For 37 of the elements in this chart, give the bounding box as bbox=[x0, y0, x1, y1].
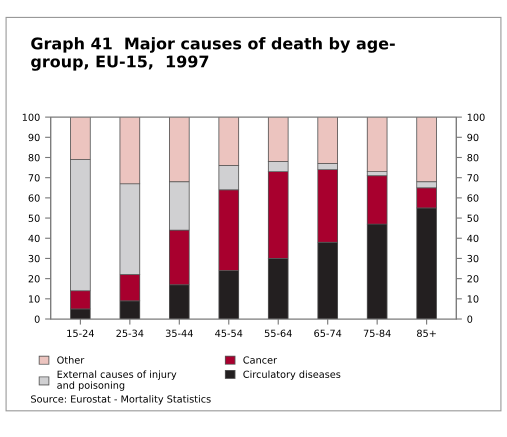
y-tick-label: 80 bbox=[28, 154, 40, 162]
x-tick-label: 25-34 bbox=[116, 330, 144, 337]
y2-tick-label: 50 bbox=[467, 214, 478, 222]
legend-label: Circulatory diseases bbox=[243, 370, 340, 380]
bar bbox=[366, 117, 388, 172]
y2-tick-label: 10 bbox=[468, 295, 478, 303]
y-tick-label: 70 bbox=[28, 174, 40, 182]
chart-title: Graph 41 Major causes of death by age- group, EU-15, 1997 bbox=[31, 37, 395, 71]
x-tick-label: 75-84 bbox=[364, 330, 391, 337]
x-tick-label: 15-24 bbox=[67, 330, 94, 337]
x-tick-label: 55-64 bbox=[264, 330, 292, 337]
legend-label: Cancer bbox=[243, 356, 278, 364]
y-tick-label: 90 bbox=[28, 134, 40, 142]
y-tick-label: 10 bbox=[28, 295, 40, 303]
y2-tick-label: 20 bbox=[467, 275, 478, 282]
legend-label: Other bbox=[57, 356, 84, 364]
y2-tick-label: 0 bbox=[467, 315, 472, 323]
y-tick-label: 100 bbox=[22, 114, 40, 121]
y2-tick-label: 80 bbox=[467, 154, 478, 162]
source-note: Source: Eurostat - Mortality Statistics bbox=[31, 395, 211, 405]
legend-label: External causes of injury and poisoning bbox=[57, 370, 176, 391]
y2-tick-label: 30 bbox=[467, 254, 478, 262]
y2-tick-label: 90 bbox=[467, 134, 478, 142]
y-tick-label: 0 bbox=[34, 315, 40, 323]
y-tick-label: 30 bbox=[28, 254, 40, 262]
y-tick-label: 20 bbox=[28, 275, 40, 282]
x-tick-label: 65-74 bbox=[314, 330, 342, 337]
y2-tick-label: 100 bbox=[468, 114, 485, 121]
y-tick-label: 40 bbox=[28, 234, 40, 242]
y-tick-label: 60 bbox=[28, 194, 40, 202]
x-tick-label: 35-44 bbox=[166, 330, 193, 337]
y2-tick-label: 70 bbox=[468, 174, 478, 182]
x-tick-label: 45-54 bbox=[215, 330, 242, 337]
y2-tick-label: 40 bbox=[467, 234, 478, 242]
y-tick-label: 50 bbox=[28, 214, 40, 222]
y2-tick-label: 60 bbox=[467, 194, 478, 202]
x-tick-label: 85+ bbox=[417, 330, 436, 337]
